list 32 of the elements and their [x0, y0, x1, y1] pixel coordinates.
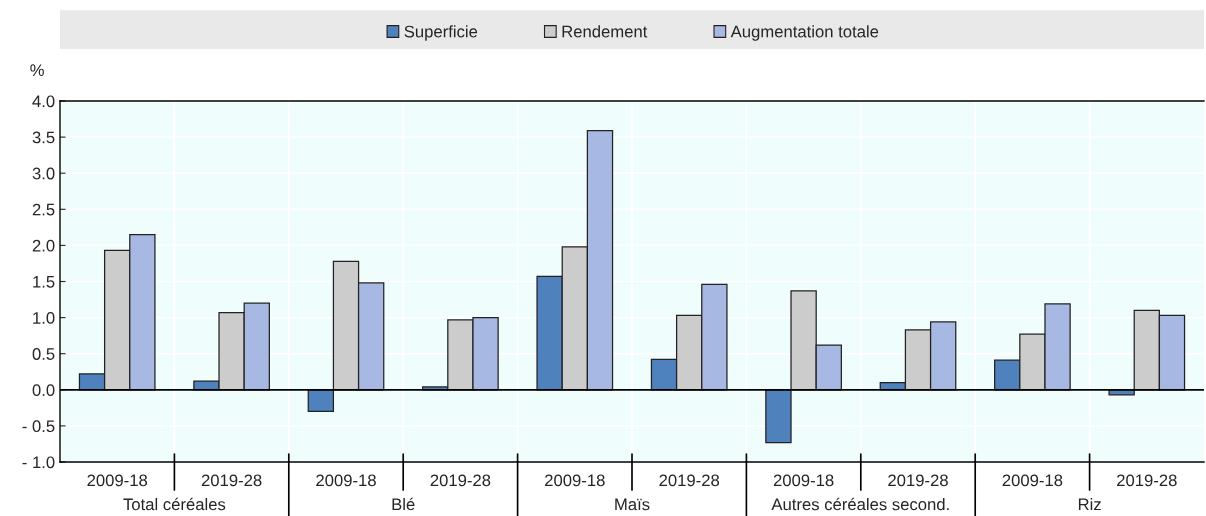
legend-label: Superficie — [404, 25, 478, 41]
y-tick-label: 0.5 — [32, 348, 55, 360]
y-tick-label: 2.0 — [32, 239, 55, 252]
legend-label: Augmentation totale — [730, 25, 879, 41]
x-tick-label: 2019-28 — [430, 474, 491, 487]
x-tick-label: 2019-28 — [659, 474, 720, 487]
x-tick-label: 2019-28 — [201, 474, 262, 487]
x-tick-label: 2019-28 — [888, 474, 948, 487]
y-tick-label: 1.0 — [33, 312, 55, 324]
x-tick-label: 2009-18 — [1002, 474, 1063, 487]
text: Riz — [1078, 498, 1101, 511]
y-axis-title: % — [30, 64, 44, 76]
text: Blé — [392, 497, 415, 511]
bar — [307, 389, 335, 413]
legend-label: Rendement — [562, 25, 648, 38]
y-tick-label: 3.5 — [32, 131, 55, 144]
text: Total céréales — [123, 497, 226, 511]
x-tick-label: 2009-18 — [545, 474, 605, 487]
y-tick-label: 4.0 — [32, 95, 55, 108]
bar — [765, 389, 792, 444]
y-tick-label: - 1.0 — [22, 456, 55, 469]
y-tick-label: 2.5 — [32, 203, 55, 216]
y-tick-label: 1.5 — [33, 276, 55, 288]
y-tick-label: - 0.5 — [22, 420, 55, 433]
y-tick-label: 0.0 — [32, 384, 55, 396]
x-tick-label: 2009-18 — [316, 474, 376, 487]
x-tick-label: 2019-28 — [1117, 474, 1177, 487]
x-tick-label: 2009-18 — [773, 474, 834, 487]
x-tick-label: 2009-18 — [87, 474, 148, 487]
text: Maïs — [615, 498, 650, 511]
text: Autres céréales second. — [771, 497, 949, 511]
y-tick-label: 3.0 — [32, 167, 55, 180]
